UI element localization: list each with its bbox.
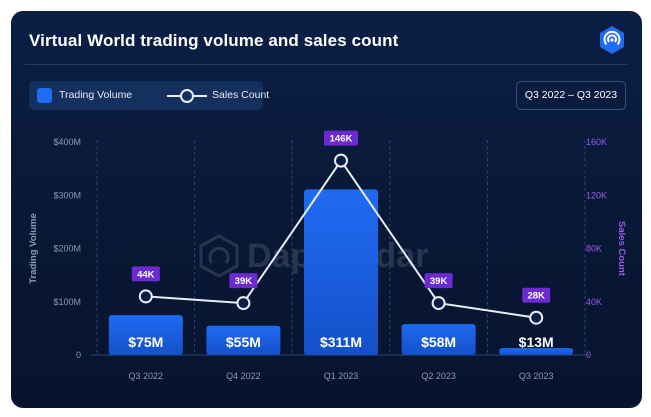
chart-card: Virtual World trading volume and sales c…: [11, 11, 642, 408]
sales-count-badge: [424, 273, 453, 289]
y2-axis-title: Sales Count: [616, 221, 627, 277]
y-tick-label: $300M: [53, 190, 81, 200]
y2-tick-label: 80K: [586, 244, 602, 254]
sales-count-label: 28K: [527, 291, 545, 302]
bar-trading-volume: [499, 348, 574, 355]
bar-value-label: $13M: [519, 334, 554, 350]
x-tick-label: Q4 2022: [226, 371, 261, 381]
sales-count-badge: [522, 287, 551, 303]
sales-count-label: 44K: [137, 269, 155, 280]
x-tick-label: Q3 2023: [519, 371, 554, 381]
sales-count-point: [138, 289, 153, 304]
bar-value-label: $75M: [128, 334, 163, 350]
y2-tick-label: 120K: [586, 190, 607, 200]
chart-plot: DappRadar 0$100M$200M$300M$400M040K80K12…: [28, 130, 627, 381]
y-tick-label: $100M: [53, 297, 81, 307]
bar-trading-volume: [206, 325, 281, 355]
x-tick-label: Q1 2023: [324, 371, 359, 381]
trading-volume-swatch: [37, 88, 52, 103]
y-tick-label: $200M: [53, 244, 81, 254]
y2-tick-label: 160K: [586, 137, 607, 147]
header-divider: [25, 64, 628, 65]
bar-value-label: $58M: [421, 334, 456, 350]
bar-trading-volume: [401, 324, 476, 355]
sales-count-badge: [131, 266, 160, 282]
dappradar-logo-icon: [600, 26, 624, 54]
x-tick-label: Q3 2022: [129, 371, 164, 381]
chart-title: Virtual World trading volume and sales c…: [29, 31, 399, 50]
bar-trading-volume: [108, 315, 183, 355]
date-range-selector[interactable]: Q3 2022 – Q3 2023: [516, 81, 626, 110]
sales-count-point: [529, 310, 544, 325]
y-tick-label: 0: [76, 350, 81, 360]
sales-count-label: 39K: [430, 276, 448, 287]
chart-legend: Trading Volume Sales Count: [29, 81, 269, 110]
y2-tick-label: 0: [586, 350, 591, 360]
bar-trading-volume: [304, 189, 378, 355]
bar-value-label: $311M: [320, 334, 362, 350]
y-axis-title: Trading Volume: [28, 213, 39, 284]
sales-count-point: [236, 296, 251, 311]
sales-count-point: [431, 296, 446, 311]
y-tick-label: $400M: [53, 137, 81, 147]
x-tick-label: Q2 2023: [421, 371, 456, 381]
sales-count-badge: [324, 130, 358, 146]
sales-count-badge: [229, 273, 258, 289]
sales-count-label: 39K: [235, 276, 253, 287]
sales-count-label: 146K: [330, 134, 353, 145]
sales-count-line-marker-icon: [167, 89, 207, 103]
legend-sales-count-label: Sales Count: [212, 89, 270, 101]
legend-trading-volume-label: Trading Volume: [59, 89, 133, 101]
sales-count-point: [334, 153, 348, 168]
y2-tick-label: 40K: [586, 297, 602, 307]
bar-value-label: $55M: [226, 334, 261, 350]
